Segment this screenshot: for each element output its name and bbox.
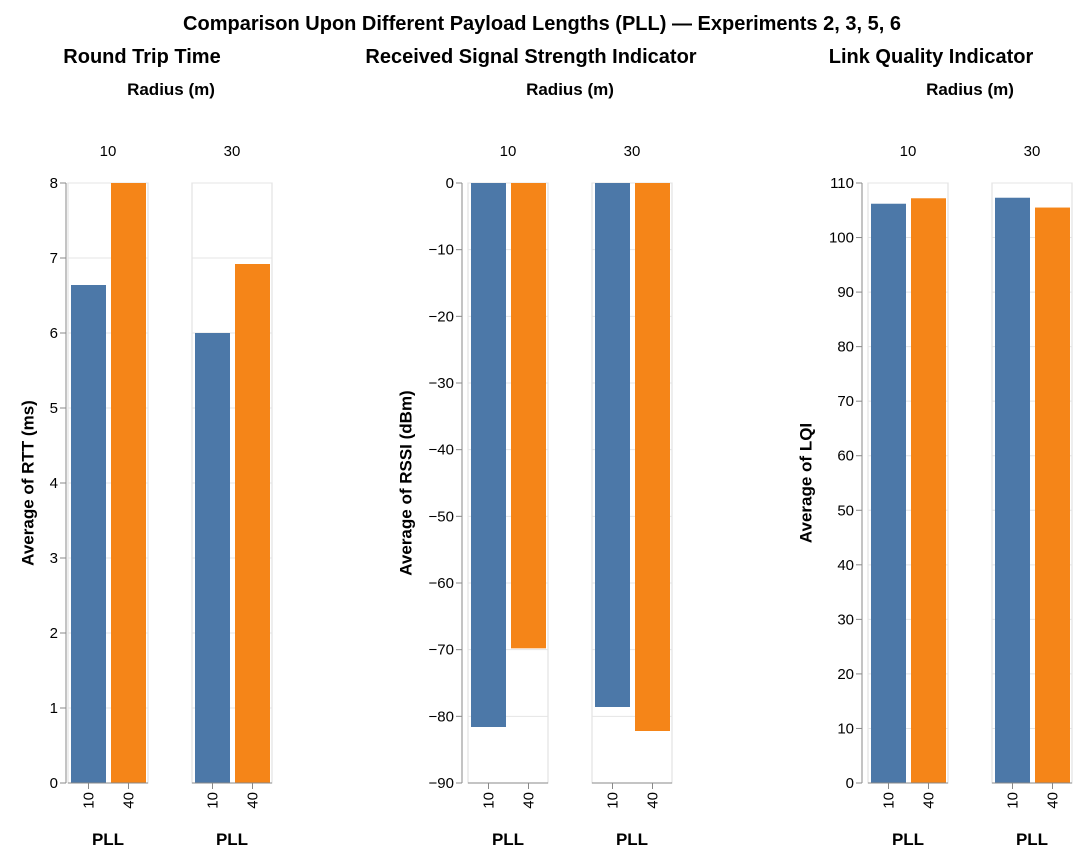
bar-pll-40 (111, 183, 146, 783)
facet-header-label: Radius (m) (926, 80, 1014, 99)
bar-pll-10 (595, 183, 630, 707)
y-tick-label: 10 (837, 720, 854, 737)
x-tick-label: 40 (921, 792, 938, 809)
facet-header-value: 10 (900, 143, 917, 160)
x-tick-label: 10 (881, 792, 898, 809)
x-tick-label: 40 (245, 792, 262, 809)
chart-title: Round Trip Time (63, 46, 220, 68)
y-tick-label: 50 (837, 502, 854, 519)
y-tick-label: 100 (829, 230, 854, 247)
x-tick-label: 40 (1045, 792, 1062, 809)
facet-30: 30 10 40 PLL (591, 143, 673, 849)
bar-pll-40 (635, 183, 670, 731)
y-tick-label: 90 (837, 284, 854, 301)
facet-10: 10 10 40 PLL (467, 143, 549, 849)
facet-header-value: 10 (100, 143, 117, 160)
y-tick-label: −60 (429, 575, 454, 592)
chart-1: Round Trip Time Radius (m) Average of RTT … (19, 46, 273, 849)
facet-header-value: 30 (224, 143, 241, 160)
x-tick-label: 10 (605, 792, 622, 809)
y-tick-label: 5 (50, 400, 58, 417)
y-tick-label: 6 (50, 325, 58, 342)
bar-pll-10 (871, 203, 906, 783)
chart-2: Received Signal Strength Indicator Radius… (365, 46, 696, 849)
bar-pll-10 (995, 197, 1030, 783)
y-tick-label: 70 (837, 393, 854, 410)
y-tick-label: 7 (50, 250, 58, 267)
y-tick-label: 110 (830, 175, 854, 192)
y-tick-label: 20 (837, 666, 854, 683)
y-tick-label: 0 (446, 175, 454, 192)
bar-pll-40 (511, 183, 546, 649)
chart-title: Received Signal Strength Indicator (365, 46, 696, 68)
x-tick-label: 10 (481, 792, 498, 809)
y-tick-label: 30 (837, 611, 854, 628)
x-axis-title: PLL (1016, 830, 1048, 849)
y-tick-label: 2 (50, 625, 58, 642)
y-tick-label: −50 (429, 508, 454, 525)
y-tick-label: 4 (50, 475, 58, 492)
y-tick-label: 8 (50, 175, 58, 192)
y-tick-label: 1 (50, 700, 58, 717)
y-axis-title: Average of RTT (ms) (19, 400, 38, 566)
y-tick-label: −70 (429, 642, 454, 659)
facet-10: 10 10 40 PLL (867, 143, 949, 849)
x-tick-label: 10 (205, 792, 222, 809)
x-axis-title: PLL (492, 830, 524, 849)
x-tick-label: 40 (521, 792, 538, 809)
facet-header-label: Radius (m) (526, 80, 614, 99)
facet-10: 10 10 40 PLL (67, 143, 149, 849)
facet-30: 30 10 40 PLL (991, 143, 1073, 849)
facet-header-value: 30 (624, 143, 641, 160)
charts-container: Round Trip Time Radius (m) Average of RTT … (19, 46, 1073, 849)
y-tick-label: −30 (429, 375, 454, 392)
bar-pll-10 (71, 285, 106, 783)
y-tick-label: −90 (429, 775, 454, 792)
y-tick-label: −20 (429, 308, 454, 325)
y-axis-title: Average of RSSI (dBm) (397, 390, 416, 575)
y-tick-label: −10 (429, 242, 454, 259)
x-tick-label: 10 (1005, 792, 1022, 809)
x-axis-title: PLL (92, 830, 124, 849)
x-axis-title: PLL (616, 830, 648, 849)
y-tick-label: 40 (837, 557, 854, 574)
bar-pll-10 (195, 333, 230, 783)
facet-header-value: 30 (1024, 143, 1041, 160)
bar-pll-40 (911, 198, 946, 784)
x-tick-label: 40 (121, 792, 138, 809)
chart-title: Link Quality Indicator (829, 46, 1034, 68)
y-tick-label: 0 (846, 775, 854, 792)
y-tick-label: 80 (837, 339, 854, 356)
x-tick-label: 40 (645, 792, 662, 809)
facet-30: 30 10 40 PLL (191, 143, 273, 849)
y-tick-label: −40 (429, 442, 454, 459)
facet-header-value: 10 (500, 143, 517, 160)
chart-3: Link Quality Indicator Radius (m) Average … (797, 46, 1073, 849)
y-tick-label: 0 (50, 775, 58, 792)
y-tick-label: 3 (50, 550, 58, 567)
facet-header-label: Radius (m) (127, 80, 215, 99)
x-axis-title: PLL (216, 830, 248, 849)
y-tick-label: −80 (429, 708, 454, 725)
bar-pll-10 (471, 183, 506, 727)
y-tick-label: 60 (837, 448, 854, 465)
x-axis-title: PLL (892, 830, 924, 849)
y-axis-title: Average of LQI (797, 423, 816, 543)
figure-title: Comparison Upon Different Payload Length… (183, 13, 901, 35)
bar-pll-40 (1035, 207, 1070, 783)
x-tick-label: 10 (81, 792, 98, 809)
bar-pll-40 (235, 264, 270, 783)
